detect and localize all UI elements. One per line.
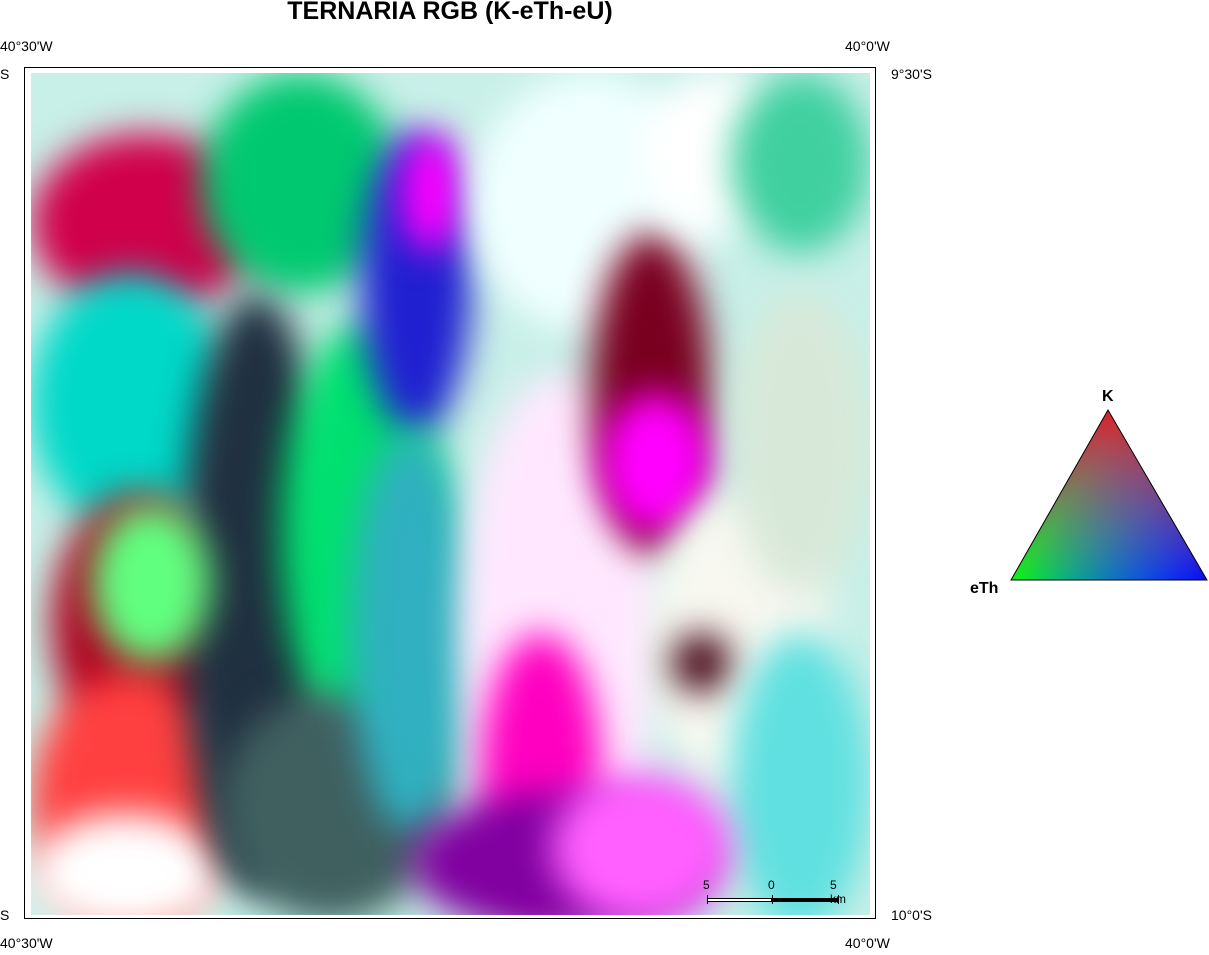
legend-label-k: K xyxy=(1102,388,1114,405)
top-left-longitude: 40°30'W xyxy=(0,38,53,54)
bottom-left-latitude: S xyxy=(0,907,10,923)
map-color-region xyxy=(731,293,870,593)
map-color-region xyxy=(401,133,461,253)
scale-bar: 5 0 5 km xyxy=(700,878,846,908)
map-color-region xyxy=(671,633,731,693)
bottom-left-longitude: 40°30'W xyxy=(0,935,53,951)
scale-bar-solid-segment xyxy=(772,898,838,902)
ternary-legend: K eTh xyxy=(960,380,1209,610)
top-right-latitude: 9°30'S xyxy=(891,66,932,82)
legend-label-eth: eTh xyxy=(970,580,999,597)
map-color-region xyxy=(551,773,731,915)
scale-bar-hollow-segment xyxy=(707,898,772,902)
top-right-longitude: 40°0'W xyxy=(845,38,890,54)
map-color-region xyxy=(31,813,221,915)
map-color-region xyxy=(731,633,870,915)
scale-label-left: 5 xyxy=(703,878,710,892)
ternary-color-triangle xyxy=(1010,408,1208,581)
map-color-region xyxy=(731,73,870,253)
top-left-latitude: S xyxy=(0,66,10,82)
bottom-right-longitude: 40°0'W xyxy=(845,935,890,951)
map-color-region xyxy=(351,433,471,833)
map-title: TERNARIA RGB (K-eTh-eU) xyxy=(287,0,613,25)
scale-tick-left xyxy=(707,895,708,904)
map-color-region xyxy=(601,393,711,533)
scale-label-mid: 0 xyxy=(768,878,775,892)
map-color-region xyxy=(91,503,211,663)
scale-tick-right xyxy=(838,895,839,904)
scale-tick-mid xyxy=(772,895,773,904)
ternary-rgb-map-image xyxy=(31,73,870,915)
bottom-right-latitude: 10°0'S xyxy=(891,907,932,923)
